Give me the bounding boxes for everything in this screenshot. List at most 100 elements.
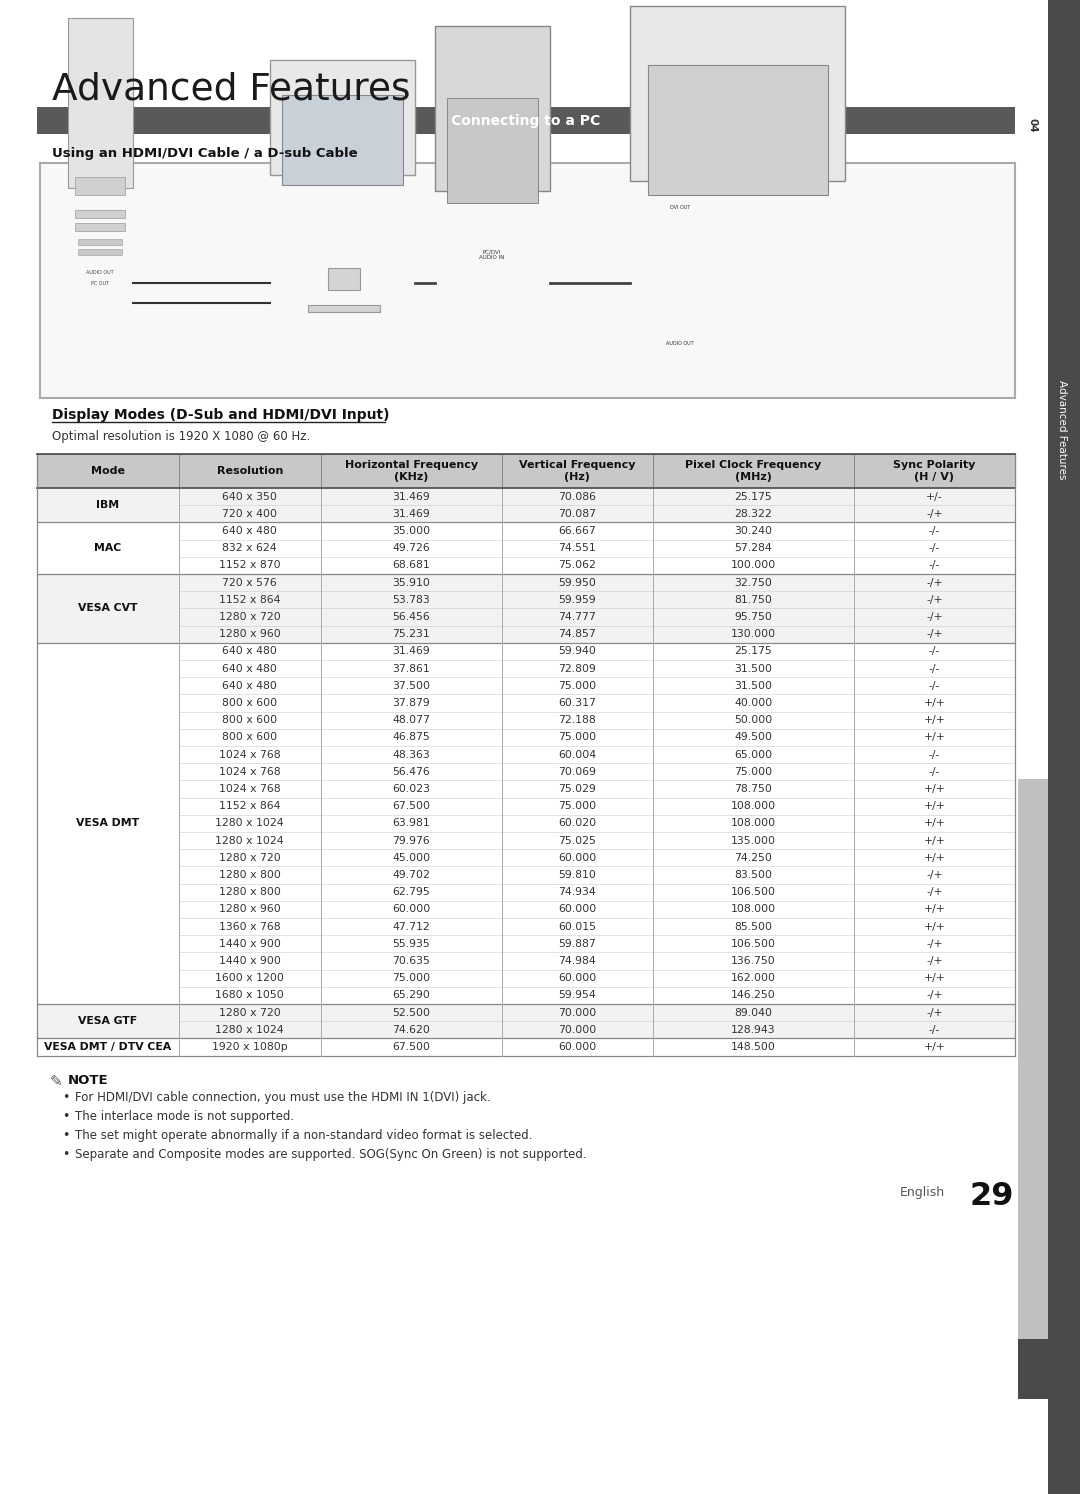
Text: 640 x 350: 640 x 350 (222, 492, 278, 502)
Text: -/-: -/- (929, 647, 940, 656)
Text: 108.000: 108.000 (731, 904, 775, 914)
Text: Advanced Features: Advanced Features (1057, 381, 1067, 480)
Bar (1018, 1339, 1048, 1398)
Text: 62.795: 62.795 (392, 887, 430, 898)
Text: -/+: -/+ (926, 595, 943, 605)
Text: 31.469: 31.469 (392, 647, 430, 656)
Text: -/+: -/+ (926, 578, 943, 587)
Bar (37, 574, 1015, 642)
Text: ✎: ✎ (50, 1074, 63, 1089)
Text: 60.000: 60.000 (558, 904, 596, 914)
Text: 37.500: 37.500 (392, 681, 430, 690)
Text: 74.551: 74.551 (558, 544, 596, 553)
Text: -/+: -/+ (926, 956, 943, 967)
Bar (75, 176, 125, 196)
Text: +/+: +/+ (923, 784, 945, 793)
Text: 75.029: 75.029 (558, 784, 596, 793)
Text: 65.000: 65.000 (734, 750, 772, 759)
Text: +/+: +/+ (923, 732, 945, 743)
Text: 52.500: 52.500 (392, 1007, 430, 1017)
Text: +/+: +/+ (923, 1041, 945, 1052)
Text: 25.175: 25.175 (734, 492, 772, 502)
Text: Mode: Mode (91, 466, 125, 477)
Text: 1280 x 720: 1280 x 720 (219, 853, 281, 864)
Text: 640 x 480: 640 x 480 (222, 663, 278, 674)
Text: 60.020: 60.020 (558, 819, 596, 828)
Text: Connecting to a PC: Connecting to a PC (451, 114, 600, 127)
Text: 35.000: 35.000 (392, 526, 430, 536)
Text: •: • (62, 1128, 69, 1141)
Text: 70.069: 70.069 (558, 766, 596, 777)
Text: 78.750: 78.750 (734, 784, 772, 793)
Text: 720 x 576: 720 x 576 (222, 578, 278, 587)
Bar (435, 25, 550, 191)
Text: 59.950: 59.950 (558, 578, 596, 587)
Text: 46.875: 46.875 (392, 732, 430, 743)
Text: 32.750: 32.750 (734, 578, 772, 587)
Text: 85.500: 85.500 (734, 922, 772, 932)
Text: The interlace mode is not supported.: The interlace mode is not supported. (75, 1110, 294, 1122)
Text: 1280 x 720: 1280 x 720 (219, 613, 281, 622)
Text: 47.712: 47.712 (392, 922, 430, 932)
Text: 70.000: 70.000 (558, 1007, 596, 1017)
Text: 53.783: 53.783 (392, 595, 430, 605)
Text: 148.500: 148.500 (731, 1041, 775, 1052)
Bar (78, 249, 122, 255)
Text: •: • (62, 1110, 69, 1122)
Text: 59.887: 59.887 (558, 938, 596, 949)
Text: -/-: -/- (929, 750, 940, 759)
Text: 31.469: 31.469 (392, 509, 430, 518)
Bar (37, 642, 1015, 1004)
Text: 59.954: 59.954 (558, 991, 596, 1001)
Text: AUDIO OUT: AUDIO OUT (86, 270, 113, 275)
Text: 56.476: 56.476 (392, 766, 430, 777)
Text: 95.750: 95.750 (734, 613, 772, 622)
Text: 74.934: 74.934 (558, 887, 596, 898)
Bar (68, 18, 133, 188)
Bar (648, 66, 828, 196)
Text: VESA DMT: VESA DMT (77, 819, 139, 828)
Text: -/+: -/+ (926, 613, 943, 622)
Text: 67.500: 67.500 (392, 801, 430, 811)
Text: 72.188: 72.188 (558, 716, 596, 725)
Text: +/+: +/+ (923, 973, 945, 983)
Text: Using an HDMI/DVI Cable / a D-sub Cable: Using an HDMI/DVI Cable / a D-sub Cable (52, 146, 357, 160)
Text: 1280 x 1024: 1280 x 1024 (215, 1025, 284, 1035)
Text: 1280 x 1024: 1280 x 1024 (215, 835, 284, 846)
Text: VESA CVT: VESA CVT (78, 604, 137, 614)
Text: 1600 x 1200: 1600 x 1200 (215, 973, 284, 983)
Text: 75.000: 75.000 (734, 766, 772, 777)
Text: 74.777: 74.777 (558, 613, 596, 622)
Text: 74.857: 74.857 (558, 629, 596, 639)
Text: Optimal resolution is 1920 X 1080 @ 60 Hz.: Optimal resolution is 1920 X 1080 @ 60 H… (52, 430, 310, 444)
Bar (37, 454, 1015, 489)
Text: 79.976: 79.976 (392, 835, 430, 846)
Text: 28.322: 28.322 (734, 509, 772, 518)
Text: Horizontal Frequency
(KHz): Horizontal Frequency (KHz) (345, 460, 477, 481)
Bar (37, 1038, 1015, 1056)
Text: 29: 29 (970, 1180, 1014, 1212)
Bar (37, 523, 1015, 574)
Text: English: English (900, 1186, 945, 1198)
Text: 75.000: 75.000 (558, 732, 596, 743)
Text: Resolution: Resolution (216, 466, 283, 477)
Text: 83.500: 83.500 (734, 870, 772, 880)
Text: Display Modes (D-Sub and HDMI/DVI Input): Display Modes (D-Sub and HDMI/DVI Input) (52, 408, 390, 421)
Text: 70.086: 70.086 (558, 492, 596, 502)
Text: Vertical Frequency
(Hz): Vertical Frequency (Hz) (519, 460, 636, 481)
Text: 640 x 480: 640 x 480 (222, 647, 278, 656)
Text: -/+: -/+ (926, 887, 943, 898)
Text: -/+: -/+ (926, 870, 943, 880)
Text: 37.861: 37.861 (392, 663, 430, 674)
Text: -/+: -/+ (926, 629, 943, 639)
Text: 1024 x 768: 1024 x 768 (219, 750, 281, 759)
Text: 130.000: 130.000 (731, 629, 775, 639)
Text: +/+: +/+ (923, 819, 945, 828)
Text: -/-: -/- (929, 1025, 940, 1035)
Bar (40, 163, 1015, 397)
Text: PC/DVI
AUDIO IN: PC/DVI AUDIO IN (480, 249, 504, 260)
Text: 75.000: 75.000 (558, 801, 596, 811)
Text: 59.940: 59.940 (558, 647, 596, 656)
Text: 75.231: 75.231 (392, 629, 430, 639)
Text: 40.000: 40.000 (734, 698, 772, 708)
